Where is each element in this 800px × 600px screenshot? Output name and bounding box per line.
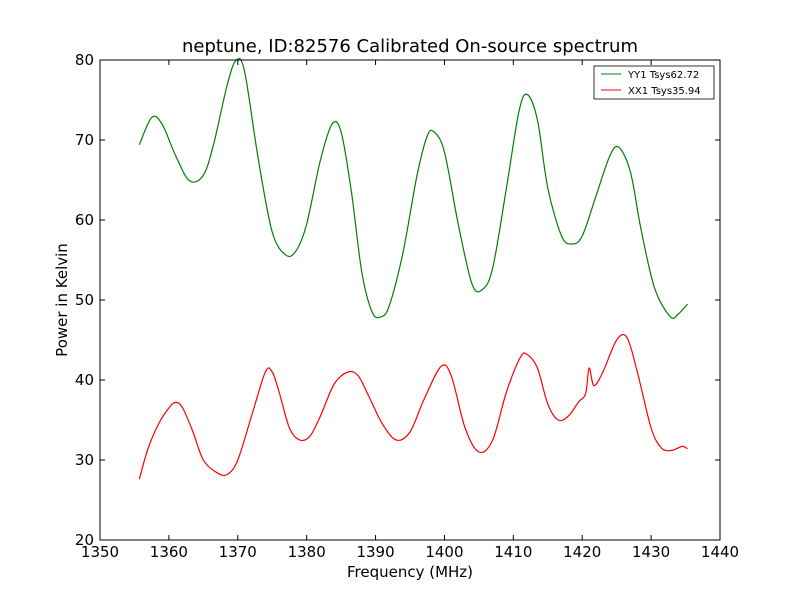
x-tick-label: 1420 [563, 543, 601, 561]
series-layer [138, 57, 689, 480]
x-tick-label: 1360 [150, 543, 188, 561]
tick-layer: 1350 1360 1370 1380 1390 1400 1410 1420 1430 1440… [75, 51, 739, 561]
x-tick-label: 1390 [356, 543, 394, 561]
legend-box [593, 65, 715, 100]
x-tick-label: 1410 [494, 543, 532, 561]
plot-background [100, 60, 720, 540]
y-axis-label: Power in Kelvin [53, 243, 71, 357]
y-tick-label: 70 [75, 131, 94, 149]
chart-title: neptune, ID:82576 Calibrated On-source s… [182, 36, 638, 57]
y-tick-label: 30 [75, 451, 94, 469]
x-tick-label: 1400 [425, 543, 463, 561]
x-tick-label: 1430 [632, 543, 670, 561]
legend-label-yy1: YY1 Tsys62.72 [627, 70, 699, 81]
y-tick-label: 20 [75, 531, 94, 549]
legend-label-xx1: XX1 Tsys35.94 [628, 86, 701, 97]
x-tick-label: 1350 [81, 543, 119, 561]
y-tick-label: 50 [75, 291, 94, 309]
x-tick-label: 1440 [701, 543, 739, 561]
x-tick-label: 1380 [288, 543, 326, 561]
series-line-yy1 [138, 57, 689, 319]
x-axis-label: Frequency (MHz) [347, 563, 473, 581]
y-tick-label: 40 [75, 371, 94, 389]
legend: YY1 Tsys62.72 XX1 Tsys35.94 [593, 65, 715, 100]
y-tick-label: 80 [75, 51, 94, 69]
x-tick-label: 1370 [219, 543, 257, 561]
series-line-xx1 [138, 333, 688, 480]
y-tick-label: 60 [75, 211, 94, 229]
